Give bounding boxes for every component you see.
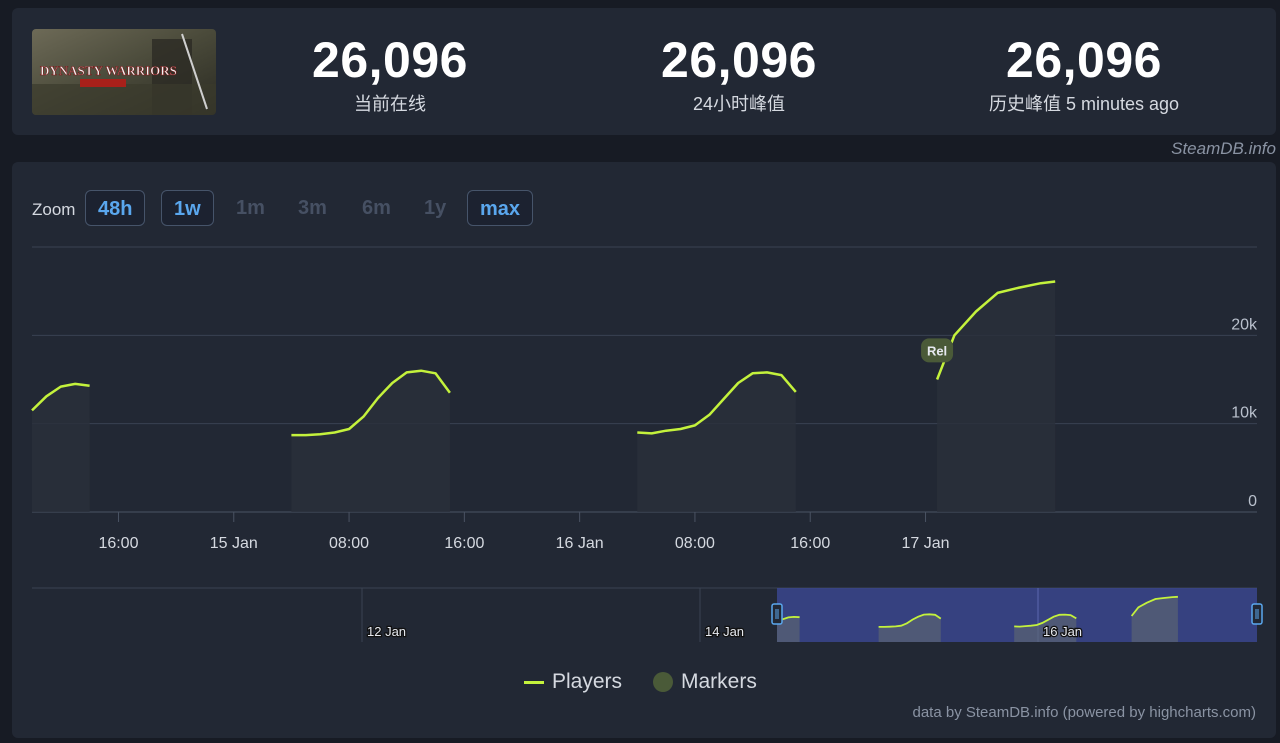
navigator-line — [1130, 595, 1178, 617]
y-axis-ticks: 0 10k 20k — [1231, 316, 1258, 510]
players-area — [291, 370, 450, 512]
x-tick-label: 16:00 — [98, 535, 138, 552]
legend-players[interactable]: Players — [524, 670, 622, 694]
legend-players-label: Players — [552, 670, 623, 693]
chart-lines — [31, 280, 1056, 437]
navigator-label-14jan: 14 Jan — [705, 624, 744, 639]
y-tick-label: 20k — [1231, 316, 1258, 333]
stat-24h-peak-value: 26,096 — [661, 32, 817, 88]
stat-current: 26,096 当前在线 — [240, 34, 540, 116]
stat-current-value: 26,096 — [312, 32, 468, 88]
chart-legend: Players Markers — [12, 670, 1276, 700]
zoom-label: Zoom — [32, 200, 76, 219]
navigator-area — [777, 616, 800, 642]
game-logo-text: DYNASTY WARRIORS — [40, 63, 177, 78]
navigator-label-16jan: 16 Jan — [1043, 624, 1082, 639]
legend-markers-swatch — [653, 672, 673, 693]
chart-panel: Zoom 48h 1w 1m 3m 6m 1y max 16:00 15 Jan 0… — [12, 162, 1276, 738]
chart-markers: Rel — [921, 338, 954, 363]
player-chart[interactable]: 16:00 15 Jan 08:00 16:00 16 Jan 08:00 16:00 17 … — [12, 162, 1276, 662]
stats-bar: DYNASTY WARRIORS 26,096 当前在线 26,096 24小时… — [12, 8, 1276, 135]
navigator-area — [878, 614, 941, 642]
release-marker-label: Rel — [927, 343, 947, 358]
x-tick-label: 17 Jan — [902, 535, 950, 552]
legend-players-swatch — [524, 680, 544, 684]
players-area — [637, 372, 796, 512]
navigator-line — [1014, 613, 1077, 628]
highcharts-credit[interactable]: data by SteamDB.info (powered by highcha… — [912, 704, 1257, 721]
zoom-3m-button: 3m — [298, 197, 327, 219]
stat-all-time-peak: 26,096 历史峰值 5 minutes ago — [934, 34, 1234, 116]
navigator[interactable]: 12 Jan 14 Jan 16 Jan — [32, 587, 1263, 642]
x-tick-label: 15 Jan — [210, 535, 258, 552]
zoom-1y-button: 1y — [424, 197, 447, 219]
navigator-left-handle[interactable] — [771, 603, 783, 625]
zoom-1m-button: 1m — [236, 197, 265, 219]
release-marker[interactable] — [921, 338, 954, 363]
navigator-area — [1014, 614, 1077, 642]
stat-all-time-peak-label[interactable]: 历史峰值 5 minutes ago — [988, 94, 1180, 114]
x-tick-label: 16 Jan — [556, 535, 604, 552]
x-tick-label: 08:00 — [675, 535, 715, 552]
x-tick-label: 16:00 — [790, 535, 830, 552]
zoom-max-button[interactable]: max — [467, 190, 534, 226]
stat-24h-peak: 26,096 24小时峰值 — [589, 34, 889, 116]
legend-markers-label: Markers — [681, 670, 757, 693]
navigator-area — [1131, 596, 1178, 642]
players-line[interactable] — [31, 382, 90, 412]
chart-areas — [32, 281, 1056, 512]
stat-all-time-peak-value: 26,096 — [1006, 32, 1162, 88]
x-tick-label: 16:00 — [444, 535, 484, 552]
players-area — [32, 383, 90, 512]
navigator-right-handle[interactable] — [1251, 603, 1263, 625]
zoom-1w-button[interactable]: 1w — [161, 190, 214, 226]
y-tick-label: 10k — [1231, 405, 1258, 422]
players-area — [937, 281, 1056, 512]
game-thumbnail[interactable]: DYNASTY WARRIORS — [32, 29, 216, 115]
legend-markers[interactable]: Markers — [653, 670, 757, 694]
players-line[interactable] — [637, 371, 797, 435]
stat-current-label: 当前在线 — [354, 94, 426, 114]
zoom-6m-button: 6m — [362, 197, 391, 219]
navigator-line — [878, 613, 942, 628]
players-line[interactable] — [291, 369, 451, 437]
y-tick-label: 0 — [1248, 493, 1257, 510]
game-thumbnail-image: DYNASTY WARRIORS — [32, 29, 216, 115]
steamdb-credit[interactable]: SteamDB.info — [1171, 139, 1276, 158]
players-line[interactable] — [935, 280, 1056, 380]
x-tick-label: 08:00 — [329, 535, 369, 552]
x-axis-ticks: 16:00 15 Jan 08:00 16:00 16 Jan 08:00 16:00 17 … — [98, 512, 950, 552]
stat-24h-peak-label: 24小时峰值 — [692, 94, 786, 114]
navigator-label-12jan: 12 Jan — [367, 624, 406, 639]
zoom-48h-button[interactable]: 48h — [85, 190, 146, 226]
